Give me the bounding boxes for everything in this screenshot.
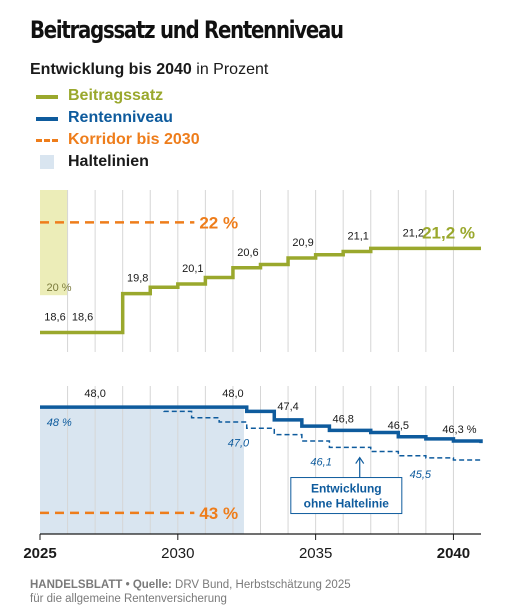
data-label: 20,9 [292, 237, 313, 249]
footer-source-line: HANDELSBLATT • Quelle: DRV Bund, Herbsts… [30, 578, 351, 592]
footer-source-label: HANDELSBLATT • Quelle: [30, 579, 172, 591]
data-label-ohne-haltelinie: 46,1 [310, 456, 331, 468]
annotation-box [290, 477, 403, 515]
data-label: 21,1 [347, 231, 368, 243]
series-line-ohne-haltelinie [40, 406, 482, 463]
data-label: 19,8 [127, 273, 148, 285]
data-label: 46,3 % [442, 424, 476, 436]
data-label-ohne-haltelinie: 47,0 [228, 437, 250, 449]
legend-label-rentenniveau: Rentenniveau [68, 109, 173, 126]
legend-label-beitragssatz: Beitragssatz [68, 87, 164, 104]
annotation-arrowhead [355, 456, 365, 464]
legend-label-korridor: Korridor bis 2030 [68, 131, 200, 148]
footer-line2: für die allgemeine Rentenversicherung [30, 593, 227, 605]
series-line-rentenniveau [40, 405, 483, 444]
x-tick-label: 2035 [299, 545, 332, 562]
panel-rentenniveau: 43 % 48,0 48,0 47,4 46,8 46,5 46,3 % 48 % 47,0 46… [40, 386, 483, 534]
x-tick-label: 2025 [23, 545, 56, 562]
legend-swatch-beitragssatz [36, 95, 58, 99]
footer: HANDELSBLATT • Quelle: DRV Bund, Herbsts… [30, 578, 351, 606]
footer-source: DRV Bund, Herbstschätzung 2025 [171, 579, 351, 591]
data-label: 20,1 [182, 263, 203, 275]
haltelinie-band-beitragssatz [40, 190, 68, 296]
data-label: 46,5 [388, 420, 409, 432]
legend-label-haltelinien: Haltelinien [68, 153, 149, 170]
korridor-label: 22 % [199, 213, 238, 232]
korridor-label: 43 % [199, 504, 238, 523]
data-label: 47,4 [277, 401, 298, 413]
chart-subtitle: Entwicklung bis 2040 in Prozent [30, 61, 268, 79]
annotation-line-2: ohne Haltelinie [304, 497, 390, 511]
subtitle-bold: Entwicklung bis 2040 [30, 61, 192, 78]
end-label: 21,2 % [422, 223, 475, 242]
x-tick-label: 2030 [161, 545, 194, 562]
chart-title: Beitragssatz und Rentenniveau [30, 16, 344, 44]
data-label-ohne-haltelinie: 48 % [47, 417, 72, 429]
data-label: 18,6 [72, 312, 93, 324]
panel-beitragssatz: 22 % 18,6 18,6 19,8 20,1 20,6 20,9 21,1 21,221,2… [40, 190, 481, 352]
data-label: 46,8 [332, 414, 353, 426]
data-label: 21,2 [403, 227, 424, 239]
haltelinie-label: 20 % [46, 282, 71, 294]
data-label: 20,6 [237, 247, 258, 259]
legend-swatch-korridor [36, 139, 58, 145]
subtitle-rest: in Prozent [191, 61, 269, 78]
data-label-ohne-haltelinie: 45,5 [410, 469, 432, 481]
annotation-line-1: Entwicklung [311, 482, 382, 496]
x-tick-label: 2040 [437, 545, 470, 562]
series-line-beitragssatz [40, 246, 481, 335]
legend-swatch-haltelinien [40, 155, 54, 169]
data-label: 48,0 [222, 388, 243, 400]
data-label: 18,6 [44, 312, 65, 324]
legend-swatch-rentenniveau [36, 117, 58, 121]
data-label: 48,0 [84, 388, 105, 400]
